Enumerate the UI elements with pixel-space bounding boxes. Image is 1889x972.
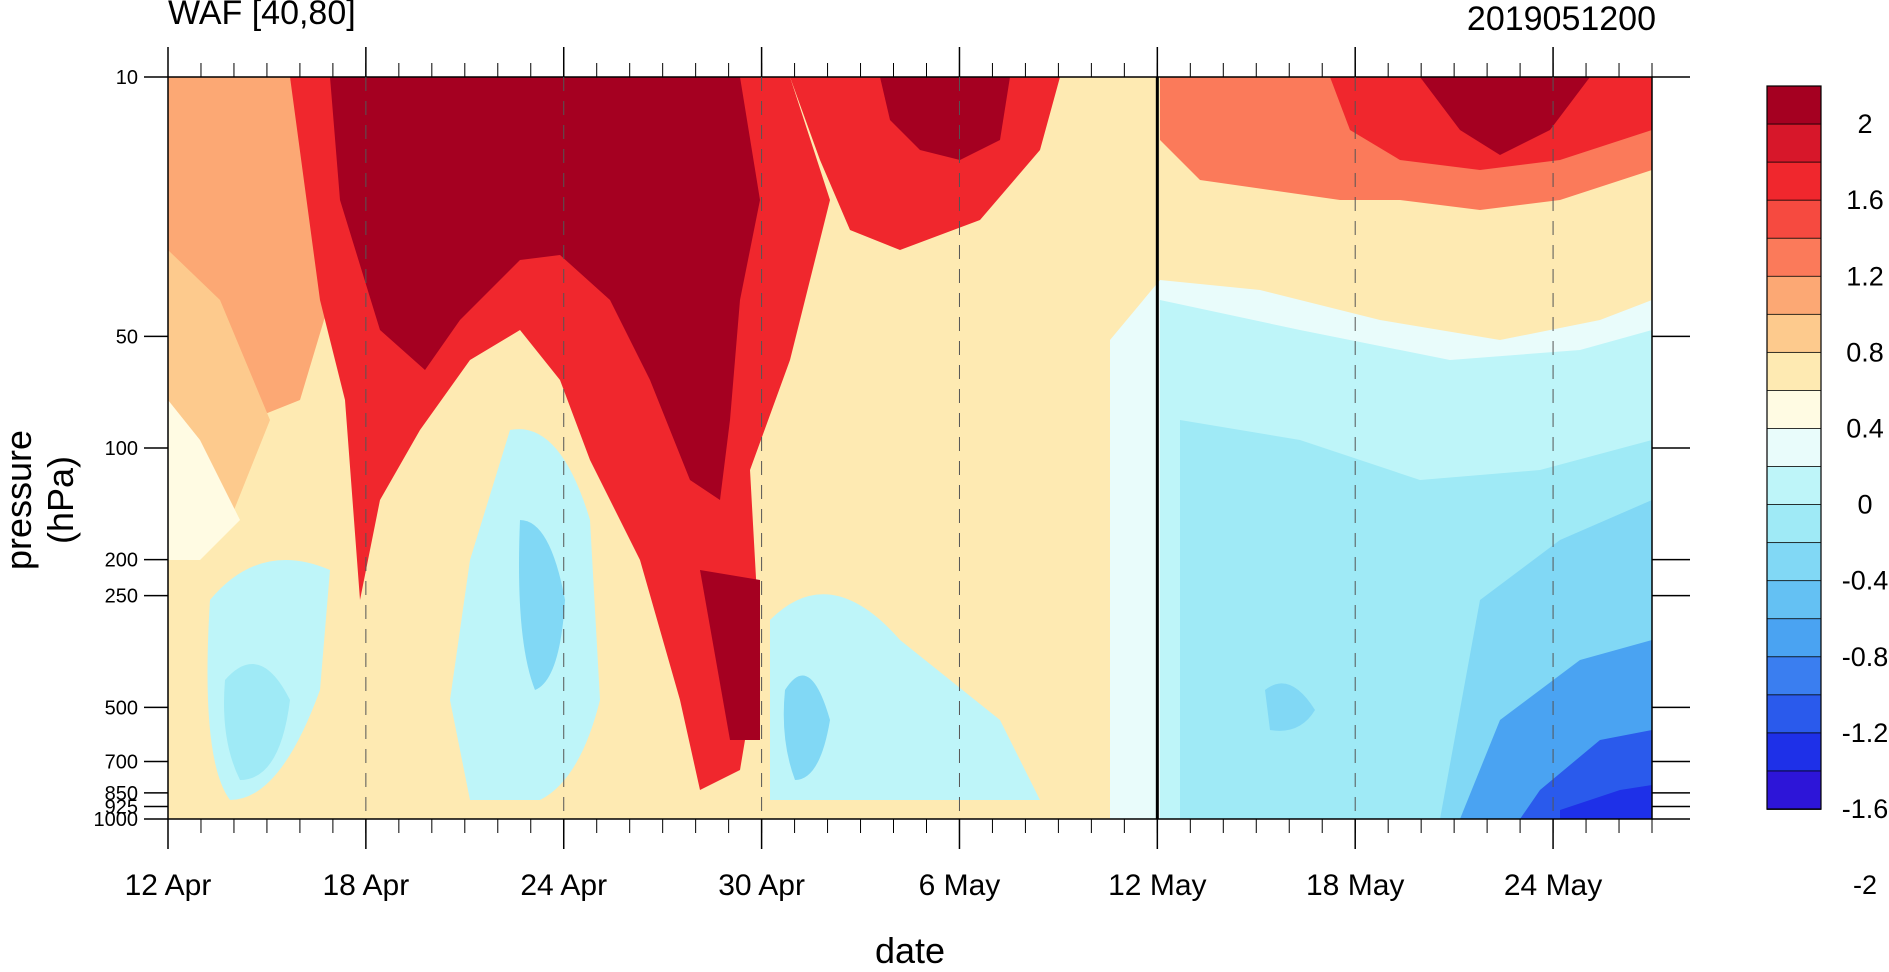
- x-tick-label: 12 Apr: [125, 869, 212, 902]
- colorbar-label: 0.8: [1846, 337, 1884, 367]
- colorbar-swatch: [1766, 580, 1822, 620]
- x-axis-label: date: [874, 930, 946, 971]
- y-tick-label: 200: [105, 550, 138, 572]
- colorbar-label: -0.8: [1842, 642, 1889, 672]
- colorbar-swatch: [1766, 618, 1822, 658]
- contour-fill-blue-left-core: [224, 664, 290, 780]
- colorbar-swatch: [1766, 466, 1822, 506]
- contour-fill-blue-center-core: [519, 520, 565, 690]
- colorbar-label: -1.2: [1842, 718, 1889, 748]
- contour-fill-darkred-may: [880, 77, 1010, 160]
- colorbar-swatch: [1766, 770, 1822, 810]
- y-tick-label: 850: [105, 783, 138, 805]
- colorbar-swatch: [1766, 428, 1822, 468]
- colorbar-swatch: [1766, 313, 1822, 354]
- contour-fill-blue-pocket-right: [1265, 683, 1315, 731]
- colorbar-label: -2: [1853, 870, 1877, 900]
- colorbar-swatch: [1766, 732, 1822, 772]
- colorbar-swatch: [1766, 199, 1822, 240]
- colorbar-frame: [1766, 85, 1822, 810]
- contour-fill-cream-left: [168, 400, 240, 560]
- colorbar-swatch: [1766, 275, 1822, 316]
- colorbar-swatch: [1766, 390, 1822, 430]
- colorbar-label: -1.6: [1842, 794, 1889, 824]
- y-tick-label: 500: [105, 697, 138, 719]
- x-tick-label: 12 May: [1108, 869, 1206, 902]
- y-tick-label: 925: [105, 796, 138, 818]
- colorbar-swatch: [1766, 504, 1822, 544]
- contour-fill-blue-may-core: [783, 675, 830, 780]
- colorbar-swatch: [1766, 694, 1822, 734]
- y-tick-label: 250: [105, 586, 138, 608]
- chart-title-right: 2019051200: [1466, 0, 1656, 38]
- colorbar-label: 1.6: [1846, 185, 1884, 215]
- x-tick-label: 18 May: [1306, 869, 1404, 902]
- axes: 12 Apr 18 Apr 24 Apr 30 Apr 6 May 12 May 18 Ma…: [94, 47, 1690, 902]
- chart-title-left: WAF [40,80]: [168, 0, 356, 32]
- y-tick-label: 50: [116, 326, 138, 348]
- colorbar-swatch: [1766, 237, 1822, 278]
- y-tick-label: 1000: [94, 809, 139, 831]
- contour-fill-darkred-plume: [700, 570, 760, 740]
- x-tick-label: 30 Apr: [718, 869, 805, 902]
- contour-fill-blue6-right: [1560, 785, 1652, 819]
- y-tick-label: 700: [105, 752, 138, 774]
- contour-fill-darkred-center: [330, 77, 760, 500]
- colorbar-label: 2: [1857, 109, 1872, 139]
- colorbar-swatch: [1766, 85, 1822, 125]
- x-tick-label: 24 May: [1504, 869, 1602, 902]
- contour-field: [168, 77, 1652, 819]
- contour-fill-blue-may: [770, 594, 1040, 800]
- colorbar-label: 0.4: [1846, 413, 1884, 443]
- colorbar-swatch: [1766, 656, 1822, 696]
- colorbar-label: -0.4: [1842, 566, 1889, 596]
- colorbar: 2 1.6 1.2 0.8 0.4 0 -0.4 -0.8 -1.2 -1.6 -2: [1766, 85, 1889, 900]
- x-tick-label: 6 May: [919, 869, 1001, 902]
- colorbar-label: 1.2: [1846, 261, 1884, 291]
- x-tick-label: 18 Apr: [322, 869, 409, 902]
- contour-fill-darkred-right: [1420, 77, 1590, 155]
- y-tick-label: 100: [105, 438, 138, 460]
- colorbar-swatch: [1766, 161, 1822, 202]
- colorbar-label: 0: [1857, 490, 1872, 520]
- colorbar-swatch: [1766, 351, 1822, 392]
- colorbar-swatch: [1766, 123, 1822, 164]
- y-tick-label: 10: [116, 67, 138, 89]
- colorbar-swatch: [1766, 542, 1822, 582]
- x-tick-label: 24 Apr: [520, 869, 607, 902]
